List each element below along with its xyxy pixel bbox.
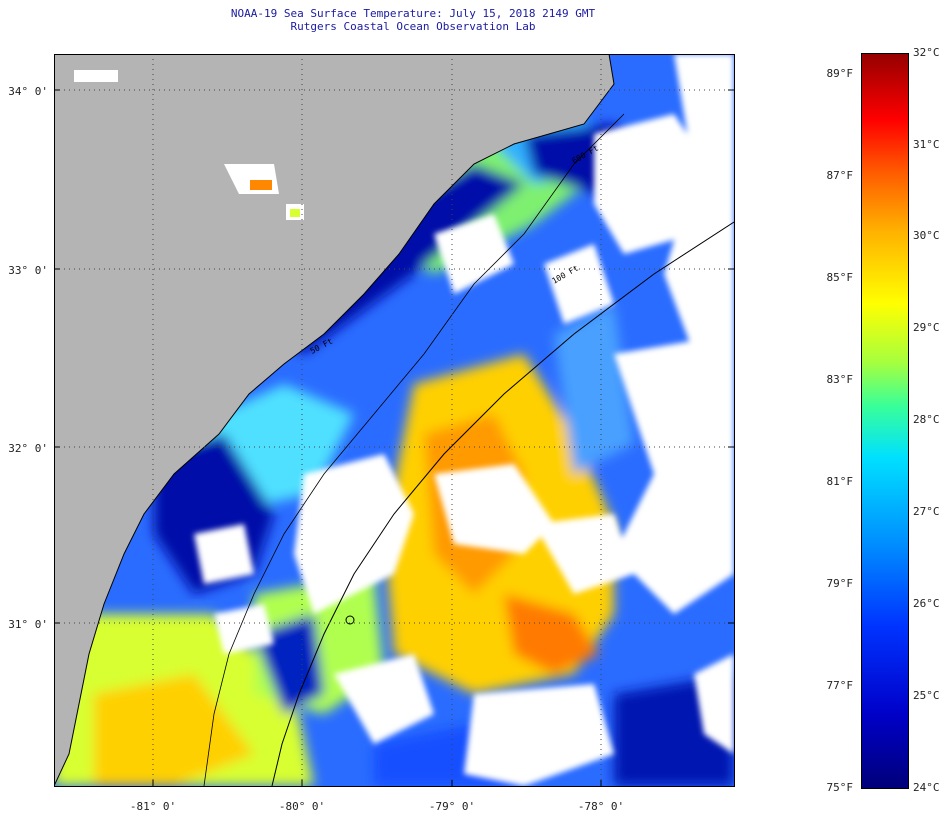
map-subtitle: Rutgers Coastal Ocean Observation Lab	[290, 20, 536, 33]
axis-ticks	[54, 89, 734, 786]
warm-pixel-patch	[290, 209, 300, 217]
land-mass	[54, 54, 614, 786]
warm-pixel-patch	[250, 180, 272, 190]
latitude-label: 32° 0'	[8, 442, 48, 455]
latitude-label: 34° 0'	[8, 85, 48, 98]
colorbar-celsius-label: 30°C	[913, 229, 940, 242]
sst-map-canvas: 50 Ft 600 Ft 100 Ft	[54, 54, 734, 786]
colorbar-fahrenheit-label: 77°F	[826, 679, 854, 692]
colorbar-fahrenheit-label: 83°F	[826, 373, 854, 386]
colorbar-celsius-label: 24°C	[913, 781, 940, 794]
coastline	[54, 54, 615, 786]
longitude-label: -80° 0'	[278, 800, 326, 813]
colorbar-celsius-label: 28°C	[913, 413, 940, 426]
colorbar-celsius-label: 31°C	[913, 138, 940, 151]
colorbar-legend-icon	[861, 53, 909, 789]
longitude-label: -79° 0'	[428, 800, 476, 813]
colorbar-celsius-label: 25°C	[913, 689, 940, 702]
sst-map[interactable]: 50 Ft 600 Ft 100 Ft	[54, 54, 734, 786]
latitude-label: 33° 0'	[8, 264, 48, 277]
isobath-line-inner	[203, 113, 625, 786]
latitude-label: 31° 0'	[8, 618, 48, 631]
longitude-label: -78° 0'	[577, 800, 625, 813]
graticule	[54, 54, 734, 786]
colorbar-celsius-label: 27°C	[913, 505, 940, 518]
colorbar-celsius-label: 29°C	[913, 321, 940, 334]
cloud-cover	[194, 54, 734, 786]
colorbar-fahrenheit-label: 89°F	[826, 67, 854, 80]
colorbar-fahrenheit-label: 75°F	[826, 781, 854, 794]
map-title: NOAA-19 Sea Surface Temperature: July 15…	[230, 7, 596, 20]
cloud-patch	[74, 70, 118, 82]
station-marker	[345, 615, 355, 625]
colorbar-celsius-label: 26°C	[913, 597, 940, 610]
longitude-label: -81° 0'	[129, 800, 177, 813]
colorbar-fahrenheit-label: 87°F	[826, 169, 854, 182]
colorbar-celsius-label: 32°C	[913, 46, 940, 59]
colorbar-fahrenheit-label: 85°F	[826, 271, 854, 284]
colorbar-fahrenheit-label: 81°F	[826, 475, 854, 488]
colorbar-fahrenheit-label: 79°F	[826, 577, 854, 590]
